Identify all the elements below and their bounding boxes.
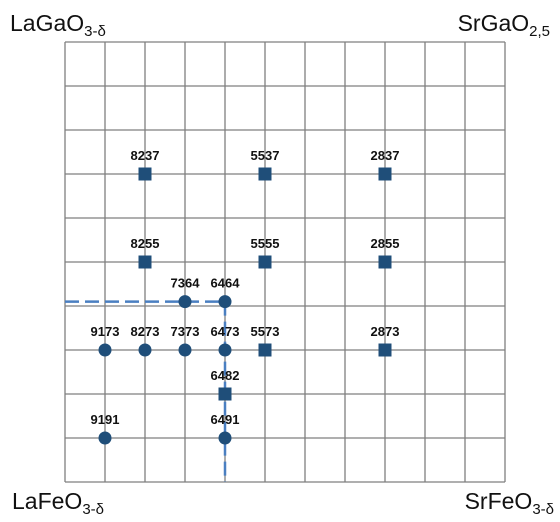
point-marker-square (378, 255, 392, 269)
point-marker-square (258, 167, 272, 181)
point-marker-square (258, 255, 272, 269)
corner-formula-base: LaGaO (10, 10, 85, 36)
corner-label-top-left: LaGaO3-δ (10, 10, 106, 40)
point-label: 5537 (251, 148, 280, 163)
point-marker-circle (138, 343, 152, 357)
point-label: 6473 (211, 324, 240, 339)
corner-formula-subscript: 3-δ (84, 23, 106, 40)
point-label: 6482 (211, 368, 240, 383)
point-label: 2855 (371, 236, 400, 251)
point-marker-square (378, 343, 392, 357)
point-label: 5573 (251, 324, 280, 339)
point-marker-circle (218, 295, 232, 309)
corner-formula-subscript: 2,5 (529, 23, 550, 40)
point-marker-circle (218, 431, 232, 445)
point-marker-circle (98, 343, 112, 357)
point-label: 8255 (131, 236, 160, 251)
corner-formula-base: LaFeO (12, 488, 83, 514)
corner-formula-base: SrFeO (464, 488, 533, 514)
point-label: 2873 (371, 324, 400, 339)
point-marker-square (138, 167, 152, 181)
point-label: 8273 (131, 324, 160, 339)
point-marker-circle (178, 343, 192, 357)
point-label: 7373 (171, 324, 200, 339)
grid-lines (64, 41, 506, 483)
point-label: 5555 (251, 236, 280, 251)
corner-formula-base: SrGaO (457, 10, 530, 36)
corner-formula-subscript: 3-δ (82, 501, 105, 518)
point-label: 6464 (211, 276, 241, 291)
corner-label-bottom-right: SrFeO3-δ (464, 488, 554, 518)
point-marker-circle (218, 343, 232, 357)
corner-formula-subscript: 3-δ (532, 501, 554, 518)
point-label: 8237 (131, 148, 160, 163)
point-label: 2837 (371, 148, 400, 163)
point-marker-square (218, 387, 232, 401)
point-label: 7364 (171, 276, 201, 291)
composition-points: 8237 5537 2837 8255 5555 2855 7364 6464 9173 8273… (91, 148, 400, 445)
point-label: 6491 (211, 412, 240, 427)
point-label: 9173 (91, 324, 120, 339)
corner-label-bottom-left: LaFeO3-δ (12, 488, 105, 518)
point-marker-circle (98, 431, 112, 445)
corner-label-top-right: SrGaO2,5 (457, 10, 550, 40)
point-marker-square (378, 167, 392, 181)
point-marker-square (138, 255, 152, 269)
point-marker-square (258, 343, 272, 357)
point-label: 9191 (91, 412, 120, 427)
point-marker-circle (178, 295, 192, 309)
